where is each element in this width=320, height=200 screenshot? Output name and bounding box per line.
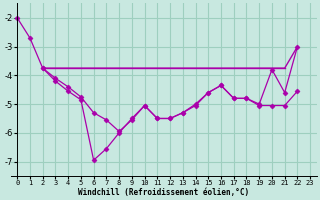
X-axis label: Windchill (Refroidissement éolien,°C): Windchill (Refroidissement éolien,°C): [78, 188, 249, 197]
